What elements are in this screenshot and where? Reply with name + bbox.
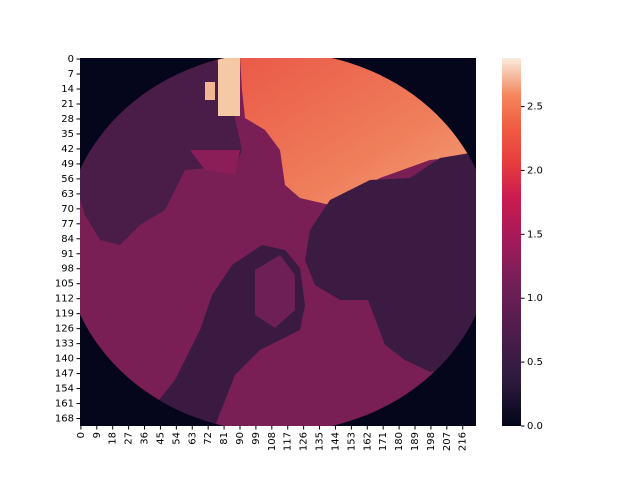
x-tick-label: 153 (346, 432, 357, 451)
y-tick-label: 119 (55, 309, 74, 320)
y-tick-label: 105 (55, 279, 74, 290)
colorbar-tick-label: 1.5 (527, 229, 543, 240)
y-tick-label: 140 (55, 354, 74, 365)
x-axis: 0 9 18 27 36 45 54 63 72 81 90 99 108 117 126 135 144 153… (76, 426, 469, 451)
y-tick-label: 56 (61, 174, 74, 185)
y-tick-label: 63 (61, 189, 74, 200)
y-tick-label: 21 (61, 99, 74, 110)
y-tick-label: 77 (61, 219, 74, 230)
y-tick-label: 98 (61, 264, 74, 275)
x-tick-label: 171 (378, 432, 389, 451)
x-tick-label: 54 (171, 432, 182, 445)
y-tick-label: 112 (55, 294, 74, 305)
colorbar-ticks: 0.0 0.5 1.0 1.5 2.0 2.5 (521, 102, 543, 432)
x-tick-label: 81 (219, 432, 230, 445)
x-tick-label: 135 (315, 432, 326, 451)
y-tick-label: 70 (61, 204, 74, 215)
bright-highlight-2 (205, 82, 215, 100)
y-tick-label: 28 (61, 114, 74, 125)
x-tick-label: 108 (267, 432, 278, 451)
face-region (190, 150, 240, 175)
x-tick-label: 9 (92, 432, 103, 438)
x-tick-label: 90 (235, 432, 246, 445)
colorbar: 0.0 0.5 1.0 1.5 2.0 2.5 (502, 58, 543, 432)
x-tick-label: 99 (251, 432, 262, 445)
x-tick-label: 162 (362, 432, 373, 451)
x-tick-label: 216 (458, 432, 469, 451)
colorbar-tick-label: 2.0 (527, 165, 543, 176)
x-tick-label: 18 (108, 432, 119, 445)
y-tick-label: 133 (55, 339, 74, 350)
x-tick-label: 45 (155, 432, 166, 445)
y-tick-label: 126 (55, 324, 74, 335)
x-tick-label: 207 (442, 432, 453, 451)
x-tick-label: 126 (299, 432, 310, 451)
x-tick-label: 144 (330, 432, 341, 451)
colorbar-tick-label: 0.5 (527, 357, 543, 368)
y-tick-label: 7 (68, 69, 74, 80)
hand-highlight (255, 255, 295, 328)
x-tick-label: 189 (410, 432, 421, 451)
x-tick-label: 72 (203, 432, 214, 445)
x-tick-label: 63 (187, 432, 198, 445)
y-tick-label: 168 (55, 414, 74, 425)
colorbar-gradient (502, 58, 521, 426)
colorbar-tick-label: 2.5 (527, 102, 543, 113)
x-tick-label: 27 (124, 432, 135, 445)
y-tick-label: 49 (61, 159, 74, 170)
y-tick-label: 147 (55, 369, 74, 380)
colorbar-tick-label: 1.0 (527, 293, 543, 304)
heatmap-image (80, 58, 476, 426)
x-tick-label: 36 (140, 432, 151, 445)
y-tick-label: 161 (55, 399, 74, 410)
x-tick-label: 198 (426, 432, 437, 451)
head-bottle-region (305, 152, 476, 372)
y-tick-label: 0 (68, 54, 74, 65)
x-tick-label: 117 (283, 432, 294, 451)
bright-highlight (218, 58, 240, 116)
y-tick-label: 154 (55, 384, 74, 395)
x-tick-label: 0 (76, 432, 87, 438)
y-axis: 0 7 14 21 28 35 42 49 56 63 70 77 84 91 98 105 112 119 126… (55, 54, 80, 425)
y-tick-label: 35 (61, 129, 74, 140)
y-tick-label: 84 (61, 234, 74, 245)
colorbar-tick-label: 0.0 (527, 421, 543, 432)
y-tick-label: 42 (61, 144, 74, 155)
x-tick-label: 180 (394, 432, 405, 451)
y-tick-label: 91 (61, 249, 74, 260)
y-tick-label: 14 (61, 84, 74, 95)
